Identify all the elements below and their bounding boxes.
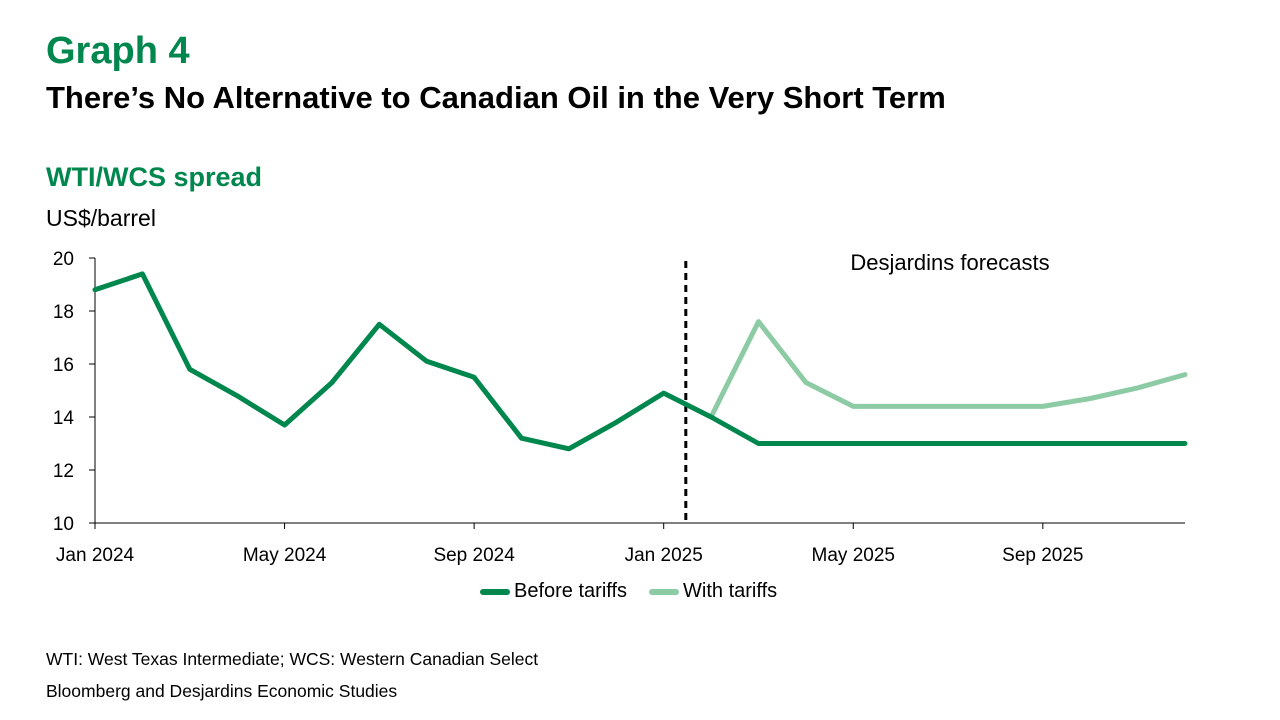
x-tick-label: Jan 2024 [56,545,135,566]
y-tick-label: 18 [53,302,74,323]
definitions-note: WTI: West Texas Intermediate; WCS: Weste… [46,649,539,669]
y-tick-label: 16 [53,355,74,376]
forecast-label: Desjardins forecasts [850,250,1049,275]
x-tick-label: May 2025 [812,545,895,566]
x-tick-label: Jan 2025 [625,545,703,566]
legend-item-before-tariffs: Before tariffs [480,580,627,603]
chart-title: WTI/WCS spread [46,162,263,192]
series-line-with-tariffs [708,319,1188,420]
legend-label-with-tariffs: With tariffs [683,580,778,602]
x-tick-label: May 2024 [243,545,327,566]
y-axis-label: US$/barrel [46,205,156,231]
x-tick-label: Sep 2024 [433,545,515,566]
legend-swatch-with-tariffs [649,588,680,595]
legend-label-before-tariffs: Before tariffs [514,580,628,602]
footnotes: WTI: West Texas Intermediate; WCS: Weste… [46,643,538,707]
y-tick-label: 10 [53,514,74,535]
x-tick-label: Sep 2025 [1002,545,1083,566]
y-tick-label: 14 [53,408,75,429]
y-tick-label: 20 [53,249,74,270]
legend: Before tariffs With tariffs [480,580,799,603]
graph-title: There’s No Alternative to Canadian Oil i… [46,80,946,115]
y-tick-label: 12 [53,461,74,482]
legend-swatch-before-tariffs [480,588,510,595]
graph-label: Graph 4 [46,30,190,72]
series-lines [92,271,1188,452]
legend-item-with-tariffs: With tariffs [649,580,777,603]
axes: 10 12 14 16 18 20 Jan 2024 May 2024 Sep 2024 Jan … [53,249,1185,566]
source-note: Bloomberg and Desjardins Economic Studie… [46,681,398,701]
series-line-before-tariffs [92,271,1188,452]
forecast-marker: Desjardins forecasts [684,250,1050,523]
